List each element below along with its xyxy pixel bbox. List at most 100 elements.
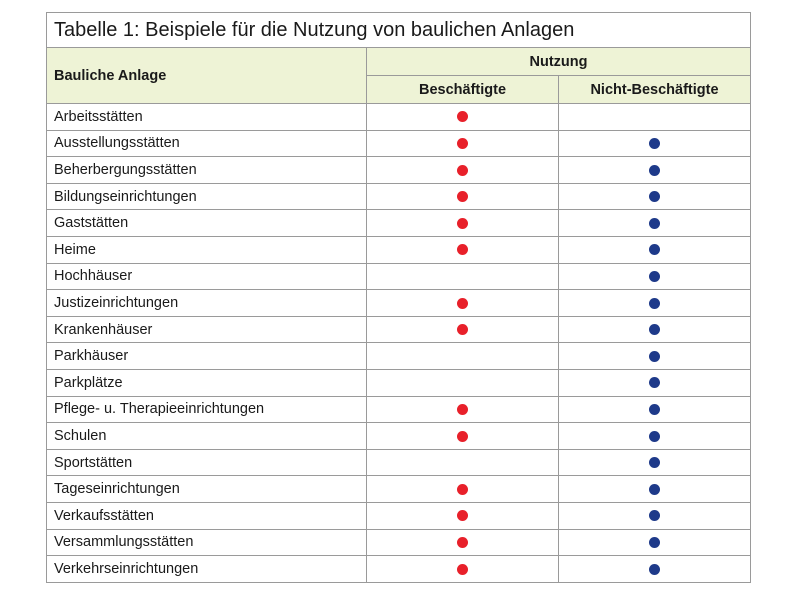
table-row: Justizeinrichtungen (46, 289, 751, 317)
cell-nicht-beschaeftigte (558, 475, 751, 503)
table-row: Beherbergungsstätten (46, 156, 751, 184)
row-label: Gaststätten (46, 209, 367, 237)
table-row: Schulen (46, 422, 751, 450)
table-row: Parkhäuser (46, 342, 751, 370)
red-dot-icon (457, 138, 468, 150)
blue-dot-icon (649, 510, 660, 522)
cell-beschaeftigte (366, 156, 559, 184)
red-dot-icon (457, 483, 468, 495)
red-dot-icon (457, 217, 468, 229)
usage-table: Tabelle 1: Beispiele für die Nutzung von… (46, 12, 751, 583)
table-row: Ausstellungsstätten (46, 129, 751, 158)
red-dot-icon (457, 536, 468, 548)
blue-dot-icon (649, 324, 660, 336)
table-title: Tabelle 1: Beispiele für die Nutzung von… (46, 12, 751, 48)
red-dot-icon (457, 164, 468, 176)
red-dot-icon (457, 404, 468, 415)
table-row: Parkplätze (46, 368, 751, 397)
red-dot-icon (457, 297, 468, 309)
blue-dot-icon (649, 404, 660, 415)
red-dot-icon (457, 191, 468, 203)
cell-beschaeftigte (366, 555, 559, 583)
cell-nicht-beschaeftigte (558, 342, 751, 370)
cell-beschaeftigte (366, 475, 559, 503)
red-dot-icon (457, 244, 468, 256)
header-beschaeftigte: Beschäftigte (366, 75, 559, 104)
cell-beschaeftigte (366, 368, 559, 397)
blue-dot-icon (649, 350, 660, 362)
row-label: Arbeitsstätten (46, 103, 367, 131)
blue-dot-icon (649, 536, 660, 548)
cell-nicht-beschaeftigte (558, 156, 751, 184)
red-dot-icon (457, 510, 468, 522)
cell-nicht-beschaeftigte (558, 528, 751, 557)
table-row: Versammlungsstätten (46, 528, 751, 557)
row-label: Krankenhäuser (46, 315, 367, 344)
row-label: Parkhäuser (46, 342, 367, 370)
cell-beschaeftigte (366, 448, 559, 477)
red-dot-icon (457, 430, 468, 442)
cell-beschaeftigte (366, 209, 559, 237)
cell-nicht-beschaeftigte (558, 315, 751, 344)
blue-dot-icon (649, 271, 660, 283)
row-label: Hochhäuser (46, 262, 367, 291)
blue-dot-icon (649, 297, 660, 309)
row-label: Ausstellungsstätten (46, 129, 367, 158)
row-label: Verkaufsstätten (46, 501, 367, 530)
blue-dot-icon (649, 164, 660, 176)
blue-dot-icon (649, 244, 660, 256)
cell-nicht-beschaeftigte (558, 368, 751, 397)
row-label: Bildungseinrichtungen (46, 182, 367, 211)
row-label: Heime (46, 235, 367, 264)
cell-nicht-beschaeftigte (558, 448, 751, 477)
row-label: Tageseinrichtungen (46, 475, 367, 503)
table-row: Hochhäuser (46, 262, 751, 291)
cell-beschaeftigte (366, 501, 559, 530)
cell-beschaeftigte (366, 262, 559, 291)
row-label: Verkehrseinrichtungen (46, 555, 367, 583)
blue-dot-icon (649, 483, 660, 495)
cell-nicht-beschaeftigte (558, 501, 751, 530)
blue-dot-icon (649, 430, 660, 442)
table-row: Heime (46, 235, 751, 264)
row-label: Pflege- u. Therapieeinrichtungen (46, 395, 367, 424)
cell-nicht-beschaeftigte (558, 422, 751, 450)
table-row: Tageseinrichtungen (46, 475, 751, 503)
blue-dot-icon (649, 217, 660, 229)
blue-dot-icon (649, 377, 660, 389)
cell-nicht-beschaeftigte (558, 129, 751, 158)
cell-beschaeftigte (366, 129, 559, 158)
cell-beschaeftigte (366, 289, 559, 317)
row-label: Sportstätten (46, 448, 367, 477)
cell-nicht-beschaeftigte (558, 103, 751, 131)
cell-beschaeftigte (366, 315, 559, 344)
table-row: Bildungseinrichtungen (46, 182, 751, 211)
table-row: Gaststätten (46, 209, 751, 237)
row-label: Beherbergungsstätten (46, 156, 367, 184)
cell-nicht-beschaeftigte (558, 395, 751, 424)
cell-nicht-beschaeftigte (558, 262, 751, 291)
blue-dot-icon (649, 563, 660, 575)
red-dot-icon (457, 324, 468, 336)
row-label: Parkplätze (46, 368, 367, 397)
cell-beschaeftigte (366, 235, 559, 264)
blue-dot-icon (649, 457, 660, 469)
cell-nicht-beschaeftigte (558, 289, 751, 317)
cell-nicht-beschaeftigte (558, 209, 751, 237)
table-body: Arbeitsstätten Ausstellungsstätten Beherbe… (46, 103, 751, 583)
table-row: Arbeitsstätten (46, 103, 751, 131)
blue-dot-icon (649, 191, 660, 203)
cell-beschaeftigte (366, 342, 559, 370)
table-container: Tabelle 1: Beispiele für die Nutzung von… (46, 12, 751, 584)
header-bauliche-anlage: Bauliche Anlage (46, 47, 367, 104)
cell-beschaeftigte (366, 103, 559, 131)
blue-dot-icon (649, 138, 660, 150)
table-row: Verkehrseinrichtungen (46, 555, 751, 583)
cell-nicht-beschaeftigte (558, 182, 751, 211)
table-row: Verkaufsstätten (46, 501, 751, 530)
cell-beschaeftigte (366, 528, 559, 557)
header-nicht-beschaeftigte: Nicht-Beschäftigte (558, 75, 751, 104)
row-label: Schulen (46, 422, 367, 450)
cell-beschaeftigte (366, 182, 559, 211)
row-label: Versammlungsstätten (46, 528, 367, 557)
